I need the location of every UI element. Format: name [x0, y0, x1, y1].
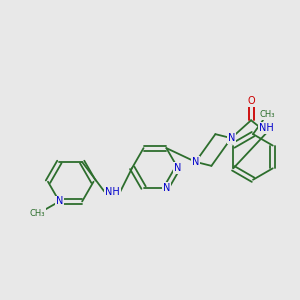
Text: N: N	[228, 133, 235, 143]
Text: O: O	[247, 97, 255, 106]
Text: N: N	[56, 196, 63, 206]
Text: N: N	[174, 163, 182, 173]
Text: NH: NH	[105, 187, 120, 196]
Text: CH₃: CH₃	[30, 209, 45, 218]
Text: N: N	[163, 183, 170, 193]
Text: N: N	[192, 157, 199, 167]
Text: NH: NH	[259, 123, 273, 133]
Text: CH₃: CH₃	[259, 110, 275, 119]
